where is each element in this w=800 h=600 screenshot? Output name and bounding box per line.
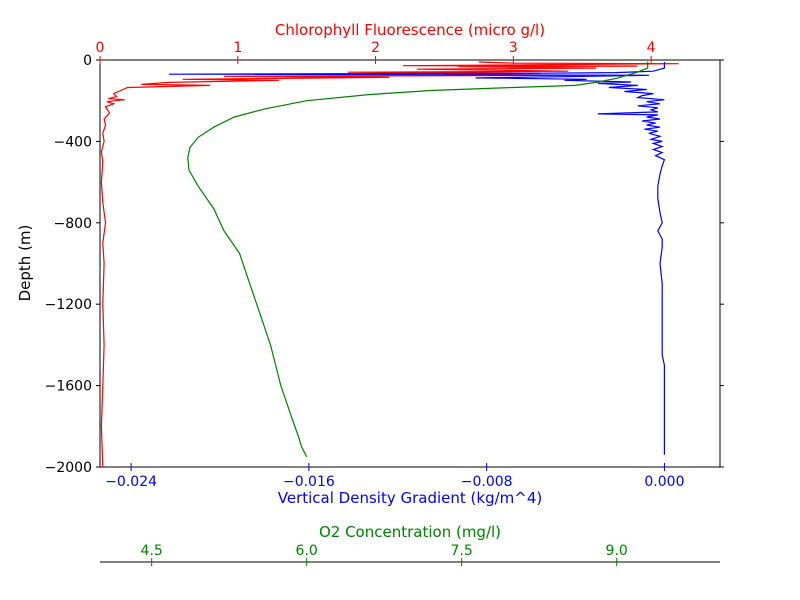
- chlorophyll-axis-title: Chlorophyll Fluorescence (micro g/l): [275, 21, 545, 39]
- depth-axis-title: Depth (m): [16, 225, 34, 302]
- chlorophyll-tick-label: 2: [371, 40, 380, 56]
- chlorophyll-tick-label: 4: [647, 40, 656, 56]
- chlorophyll-series-line: [100, 61, 679, 468]
- o2-tick-label: 7.5: [451, 543, 473, 559]
- o2-axis-title: O2 Concentration (mg/l): [319, 523, 501, 541]
- chlorophyll-tick-label: 1: [233, 40, 242, 56]
- series-layer: [100, 61, 679, 468]
- density-tick-label: −0.016: [283, 474, 335, 490]
- axes-layer: 0 −400 −800 −1200 −1600 −2000 0 1 2 3 4 −0.024 −0.01…: [45, 40, 724, 566]
- o2-tick-label: 9.0: [606, 543, 628, 559]
- density-tick-label: −0.024: [105, 474, 157, 490]
- o2-tick-label: 6.0: [296, 543, 318, 559]
- density-tick-label: −0.008: [461, 474, 513, 490]
- y-tick-label: −800: [54, 216, 92, 232]
- y-tick-label: −2000: [45, 460, 92, 476]
- y-tick-label: −1600: [45, 379, 92, 395]
- o2-series-line: [187, 61, 649, 458]
- y-tick-label: 0: [83, 53, 92, 69]
- chlorophyll-tick-label: 0: [96, 40, 105, 56]
- chlorophyll-tick-label: 3: [509, 40, 518, 56]
- y-tick-label: −1200: [45, 297, 92, 313]
- density-axis-title: Vertical Density Gradient (kg/m^4): [278, 489, 542, 507]
- o2-tick-label: 4.5: [141, 543, 163, 559]
- density-tick-label: 0.000: [644, 474, 684, 490]
- y-tick-label: −400: [54, 134, 92, 150]
- plot-area: [99, 59, 721, 468]
- density-series-line: [168, 62, 666, 455]
